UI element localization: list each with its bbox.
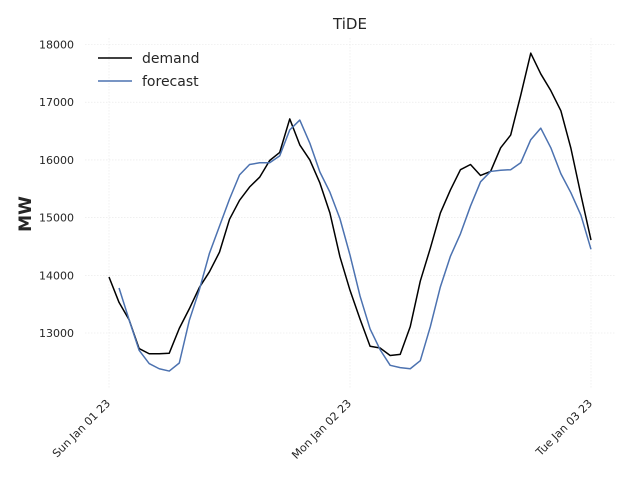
- y-axis-label: MW: [16, 196, 36, 232]
- y-tick-label-0: 13000: [39, 327, 74, 340]
- x-tick-label-1: Mon Jan 02 23: [289, 397, 354, 462]
- y-tick-label-4: 17000: [39, 96, 74, 109]
- y-tick-label-1: 14000: [39, 269, 74, 282]
- legend: demand forecast: [98, 51, 199, 90]
- series-line-demand: [108, 52, 592, 357]
- y-tick-label-5: 18000: [39, 39, 74, 52]
- chart-title: TiDE: [332, 15, 367, 33]
- y-tick-label-2: 15000: [39, 212, 74, 225]
- series-line-forecast: [118, 119, 592, 372]
- x-tick-label-0: Sun Jan 01 23: [50, 397, 113, 460]
- y-tick-label-3: 16000: [39, 154, 74, 167]
- x-tick-label-2: Tue Jan 03 23: [533, 397, 595, 459]
- legend-label-forecast: forecast: [142, 74, 199, 90]
- series-lines: [108, 52, 592, 372]
- legend-label-demand: demand: [142, 51, 199, 67]
- grid: [85, 38, 615, 388]
